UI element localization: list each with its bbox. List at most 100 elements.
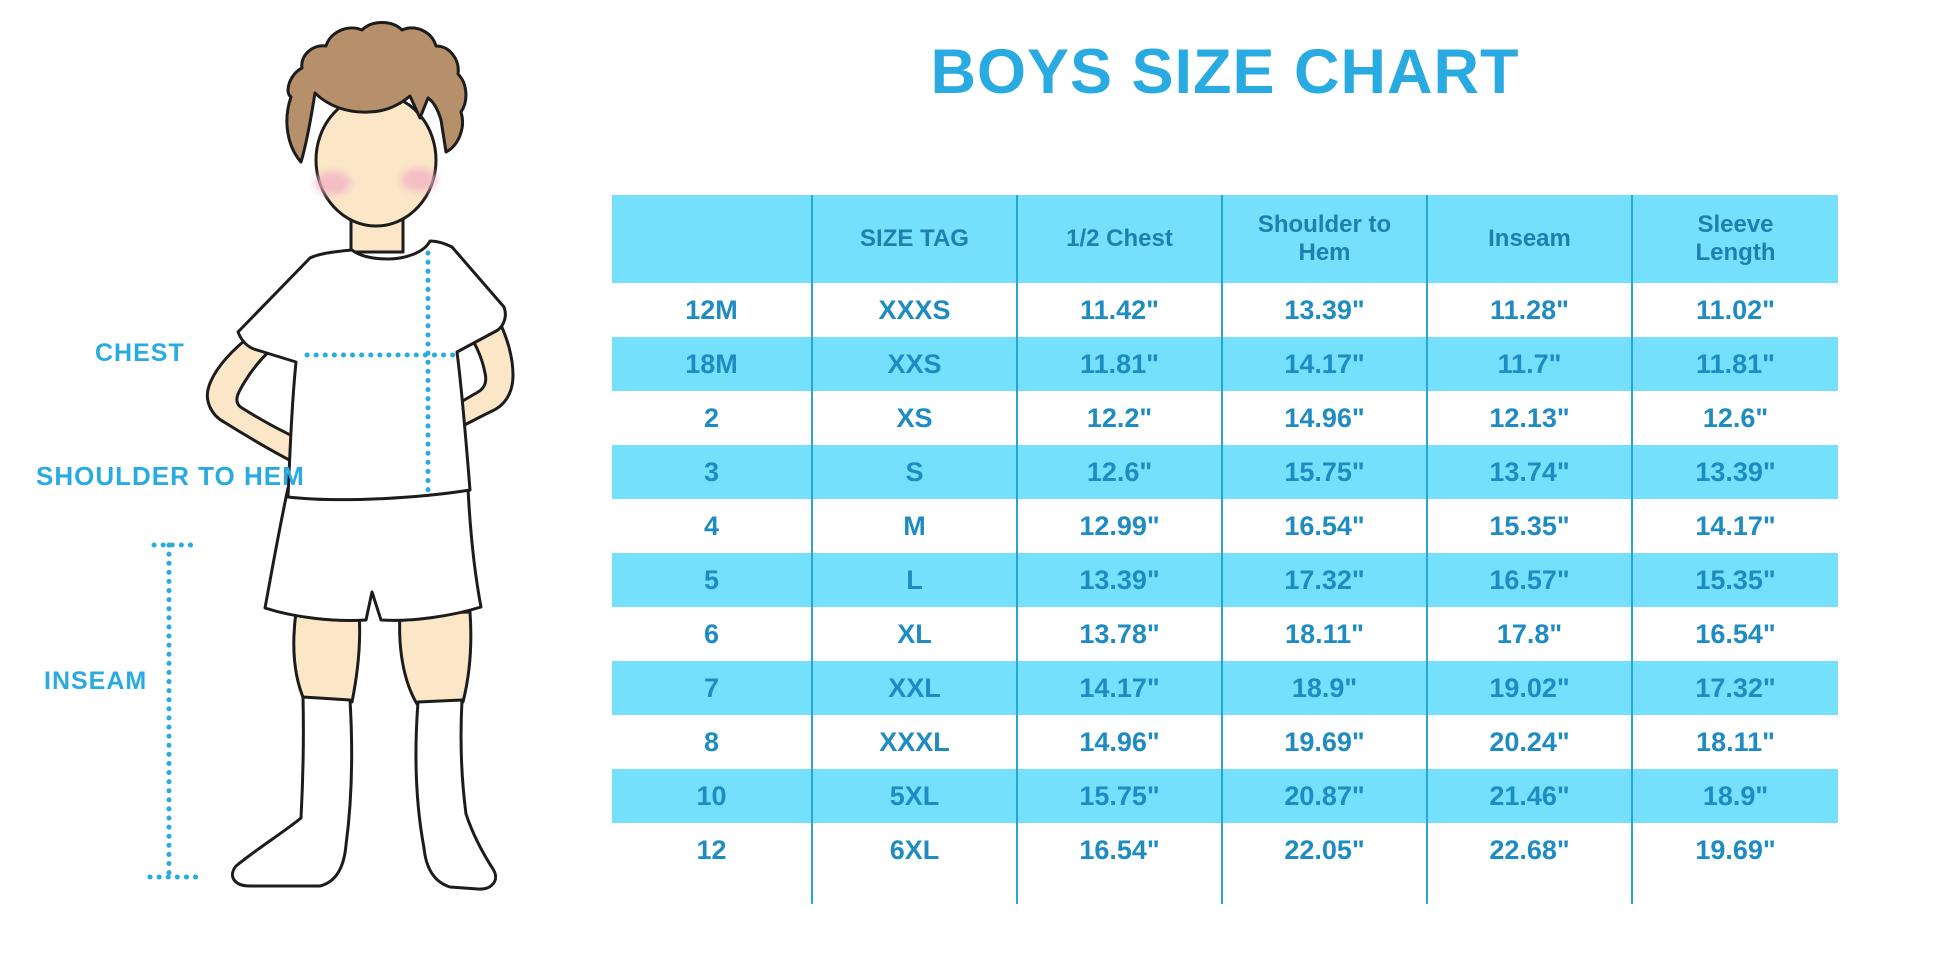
- table-cell: 4: [703, 510, 720, 541]
- column-header: Sleeve Length: [1631, 195, 1838, 283]
- inseam-label: INSEAM: [44, 667, 148, 695]
- table-cell: 13.39": [1016, 553, 1222, 607]
- header-row: SIZE TAG 1/2 Chest Shoulder to Hem Inseam Sl…: [612, 195, 1838, 283]
- table-cell: 3: [612, 445, 812, 499]
- size-table-header: SIZE TAG 1/2 Chest Shoulder to Hem Inseam Sl…: [612, 195, 1838, 283]
- table-cell: 14.17": [1631, 499, 1838, 553]
- table-row: 7 XXL 14.17" 18.9" 19.02" 17.32": [612, 661, 1838, 715]
- table-cell: 17.32": [1631, 661, 1838, 715]
- spacer-cell: [811, 877, 1017, 904]
- table-cell: 16.54": [1221, 499, 1427, 553]
- table-row: 6 XL 13.78" 18.11" 17.8" 16.54": [612, 607, 1838, 661]
- table-row: 3 S 12.6" 15.75" 13.74" 13.39": [612, 445, 1838, 499]
- table-cell: 17.8": [1426, 607, 1632, 661]
- table-cell: 15.75": [1221, 445, 1427, 499]
- table-cell: 15.35": [1631, 553, 1838, 607]
- left-sock: [231, 695, 354, 888]
- table-cell: XXXL: [811, 715, 1017, 769]
- table-cell: 12: [696, 834, 727, 865]
- boy-measurement-illustration: [147, 21, 515, 891]
- table-cell: XXL: [811, 661, 1017, 715]
- size-table-body: 12M XXXS 11.42" 13.39" 11.28" 11.02" 18M XXS 11.…: [612, 283, 1838, 904]
- table-cell: 11.7": [1426, 337, 1632, 391]
- spacer-cell: [1016, 877, 1222, 904]
- table-cell: XXXS: [811, 283, 1017, 337]
- left-cheek-blush: [315, 171, 351, 195]
- spacer-cell: [1426, 877, 1632, 904]
- table-cell: 11.42": [1016, 283, 1222, 337]
- spacer-cell: [612, 877, 812, 904]
- table-cell: 11.81": [1016, 337, 1222, 391]
- right-sock: [414, 698, 498, 891]
- table-cell: 16.57": [1426, 553, 1632, 607]
- table-cell: 5XL: [811, 769, 1017, 823]
- table-cell: 19.69": [1221, 715, 1427, 769]
- spacer-cell: [1221, 877, 1427, 904]
- table-cell: XXS: [811, 337, 1017, 391]
- table-cell: 11.02": [1631, 283, 1838, 337]
- table-cell: 14.17": [1016, 661, 1222, 715]
- right-leg: [398, 610, 473, 706]
- column-header: [612, 195, 812, 283]
- table-cell: 11.28": [1426, 283, 1632, 337]
- page-title: BOYS SIZE CHART: [930, 37, 1520, 107]
- column-line-extension-row: [612, 877, 1838, 904]
- table-cell: 12.2": [1016, 391, 1222, 445]
- table-cell: 13.39": [1631, 445, 1838, 499]
- table-row: 4 M 12.99" 16.54" 15.35" 14.17": [612, 499, 1838, 553]
- table-cell: 6: [703, 618, 720, 649]
- table-cell: 10: [612, 769, 812, 823]
- table-cell: 12M: [685, 294, 738, 325]
- table-cell: 17.32": [1221, 553, 1427, 607]
- chest-label: CHEST: [95, 339, 185, 367]
- table-cell: 18M: [612, 337, 812, 391]
- column-header: SIZE TAG: [811, 195, 1017, 283]
- shoulder-to-hem-label: SHOULDER TO HEM: [36, 461, 305, 491]
- table-cell: 21.46": [1426, 769, 1632, 823]
- table-cell: 11.81": [1631, 337, 1838, 391]
- t-shirt: [236, 239, 507, 502]
- table-cell: 6XL: [811, 823, 1017, 877]
- table-row: 5 L 13.39" 17.32" 16.57" 15.35": [612, 553, 1838, 607]
- table-cell: 18.11": [1221, 607, 1427, 661]
- shorts: [263, 486, 483, 622]
- table-cell: XS: [811, 391, 1017, 445]
- table-cell: 18.9": [1221, 661, 1427, 715]
- table-cell: 5: [612, 553, 812, 607]
- column-header: 1/2 Chest: [1016, 195, 1222, 283]
- column-header: Inseam: [1426, 195, 1632, 283]
- table-cell: 2: [703, 402, 720, 433]
- table-cell: 12.99": [1016, 499, 1222, 553]
- left-leg: [292, 610, 362, 704]
- table-cell: 13.39": [1221, 283, 1427, 337]
- table-cell: 13.74": [1426, 445, 1632, 499]
- table-row: 12M XXXS 11.42" 13.39" 11.28" 11.02": [612, 283, 1838, 337]
- table-cell: 19.69": [1631, 823, 1838, 877]
- table-row: 2 XS 12.2" 14.96" 12.13" 12.6": [612, 391, 1838, 445]
- table-cell: 14.96": [1221, 391, 1427, 445]
- table-cell: 20.87": [1221, 769, 1427, 823]
- table-row: 8 XXXL 14.96" 19.69" 20.24" 18.11": [612, 715, 1838, 769]
- table-cell: L: [811, 553, 1017, 607]
- table-cell: XL: [811, 607, 1017, 661]
- column-header: Shoulder to Hem: [1221, 195, 1427, 283]
- table-cell: 18.11": [1631, 715, 1838, 769]
- hair: [285, 21, 468, 164]
- table-cell: 18.9": [1631, 769, 1838, 823]
- table-row: 18M XXS 11.81" 14.17" 11.7" 11.81": [612, 337, 1838, 391]
- table-cell: 12.6": [1016, 445, 1222, 499]
- table-cell: 12.6": [1631, 391, 1838, 445]
- table-cell: 16.54": [1631, 607, 1838, 661]
- table-cell: 22.05": [1221, 823, 1427, 877]
- table-cell: 14.17": [1221, 337, 1427, 391]
- size-table: SIZE TAG 1/2 Chest Shoulder to Hem Inseam Sl…: [612, 195, 1838, 904]
- table-row: 12 6XL 16.54" 22.05" 22.68" 19.69": [612, 823, 1838, 877]
- table-cell: 19.02": [1426, 661, 1632, 715]
- table-cell: 12.13": [1426, 391, 1632, 445]
- table-cell: 8: [703, 726, 720, 757]
- table-cell: 15.75": [1016, 769, 1222, 823]
- right-cheek-blush: [401, 168, 437, 192]
- table-cell: 22.68": [1426, 823, 1632, 877]
- table-row: 10 5XL 15.75" 20.87" 21.46" 18.9": [612, 769, 1838, 823]
